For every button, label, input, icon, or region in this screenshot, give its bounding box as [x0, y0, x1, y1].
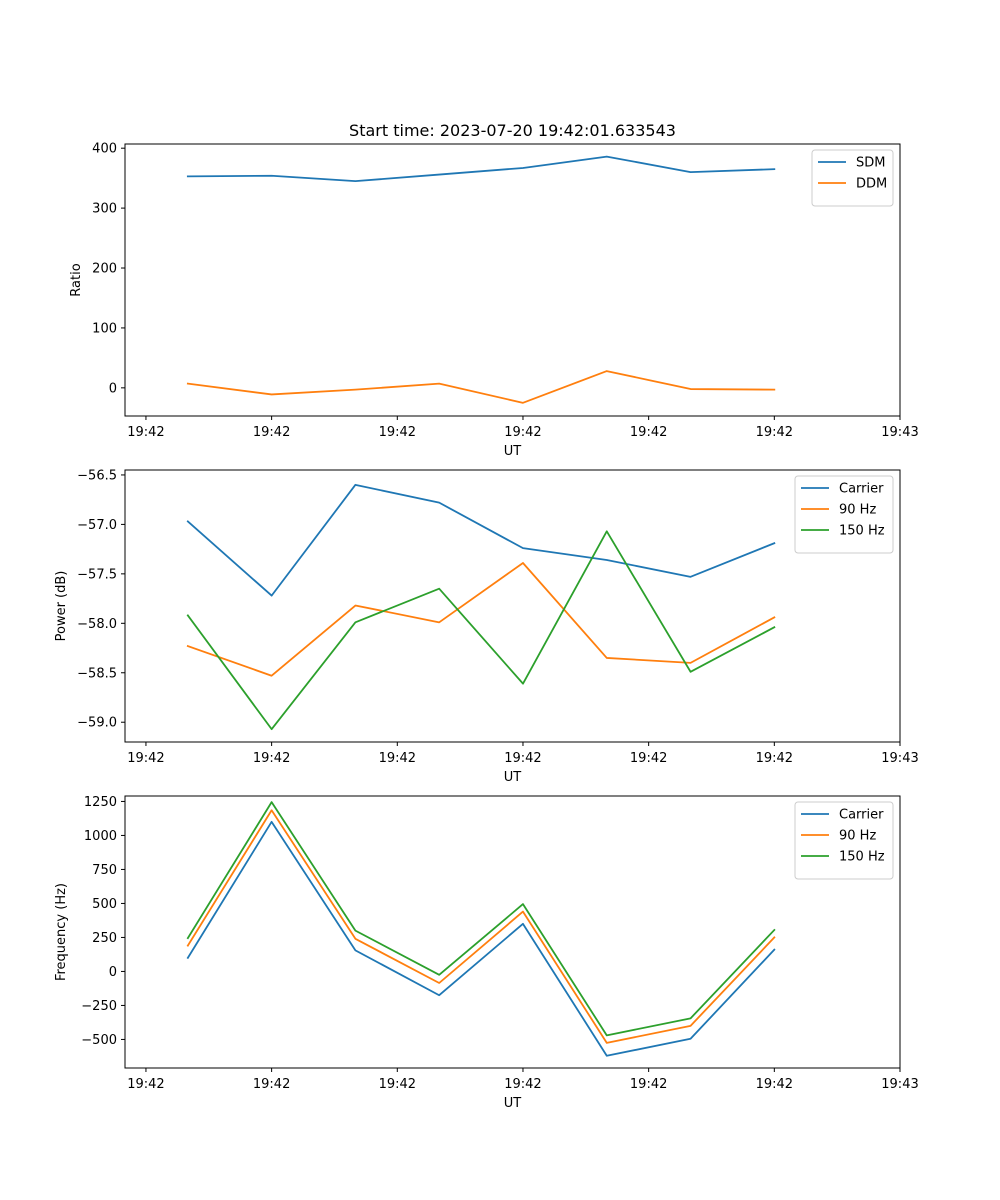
ratio-x-tick-label: 19:42 — [630, 425, 667, 440]
frequency-y-tick-label: 500 — [92, 897, 117, 912]
frequency-y-tick-label: −250 — [81, 999, 117, 1014]
power-series-line-carrier — [186, 483, 776, 597]
power-y-tick-label: −57.0 — [77, 518, 117, 533]
frequency-x-tick-label: 19:42 — [630, 1077, 667, 1092]
frequency-series-line-90-hz — [186, 809, 776, 1044]
ratio-y-axis-label: Ratio — [69, 263, 84, 296]
frequency-y-tick-label: 750 — [92, 863, 117, 878]
ratio-x-tick-label: 19:42 — [504, 425, 541, 440]
frequency-x-tick-label: 19:42 — [504, 1077, 541, 1092]
ratio-y-tick-label: 400 — [92, 142, 117, 157]
power-y-tick-label: −57.5 — [77, 567, 117, 582]
ratio-x-tick-label: 19:42 — [756, 425, 793, 440]
frequency-series-line-150-hz — [186, 801, 776, 1037]
power-x-tick-label: 19:43 — [881, 751, 918, 766]
frequency-y-tick-label: 0 — [109, 965, 117, 980]
power-axes-frame — [124, 469, 901, 743]
frequency-panel: 19:42 19:42 19:42 19:42 19:42 19:42 19:43 −500 −… — [54, 795, 919, 1111]
ratio-x-tick-label: 19:43 — [881, 425, 918, 440]
ratio-y-tick-label: 100 — [92, 321, 117, 336]
ratio-y-tick-label: 200 — [92, 262, 117, 277]
ratio-x-tick-label: 19:42 — [379, 425, 416, 440]
power-x-tick-label: 19:42 — [127, 751, 164, 766]
frequency-legend-box — [794, 801, 894, 880]
power-legend-label: Carrier — [839, 482, 884, 497]
power-x-tick-label: 19:42 — [630, 751, 667, 766]
power-legend-box — [794, 475, 894, 554]
power-x-tick-label: 19:42 — [504, 751, 541, 766]
frequency-x-tick-label: 19:42 — [756, 1077, 793, 1092]
ratio-y-tick-label: 0 — [109, 381, 117, 396]
power-x-tick-label: 19:42 — [253, 751, 290, 766]
ratio-x-tick-label: 19:42 — [127, 425, 164, 440]
frequency-x-axis-label: UT — [504, 1096, 522, 1111]
power-x-tick-label: 19:42 — [379, 751, 416, 766]
frequency-y-tick-label: 250 — [92, 931, 117, 946]
ratio-axes-frame — [124, 143, 901, 417]
power-x-tick-label: 19:42 — [756, 751, 793, 766]
frequency-y-tick-label: 1250 — [84, 795, 117, 810]
frequency-x-tick-label: 19:42 — [379, 1077, 416, 1092]
power-y-tick-label: −58.5 — [77, 666, 117, 681]
power-y-axis-label: Power (dB) — [54, 571, 69, 642]
frequency-legend-label: 150 Hz — [839, 850, 885, 865]
frequency-y-tick-label: −500 — [81, 1033, 117, 1048]
ratio-legend: SDM DDM — [811, 149, 894, 207]
frequency-x-tick-label: 19:43 — [881, 1077, 918, 1092]
power-series-line-150-hz — [186, 530, 776, 731]
power-x-axis-label: UT — [504, 770, 522, 785]
ratio-legend-label: SDM — [856, 156, 885, 171]
ratio-series-line-ddm — [186, 370, 776, 404]
frequency-y-tick-label: 1000 — [84, 829, 117, 844]
frequency-legend-label: Carrier — [839, 808, 884, 823]
frequency-y-axis-label: Frequency (Hz) — [54, 883, 69, 981]
power-y-tick-label: −58.0 — [77, 617, 117, 632]
ratio-x-tick-label: 19:42 — [253, 425, 290, 440]
power-series-line-90-hz — [186, 562, 776, 677]
power-y-tick-label: −56.5 — [77, 468, 117, 483]
power-legend-label: 90 Hz — [839, 503, 876, 518]
ratio-legend-box — [811, 149, 894, 207]
power-panel: 19:42 19:42 19:42 19:42 19:42 19:42 19:43 −59.0… — [54, 468, 919, 785]
chart-title: Start time: 2023-07-20 19:42:01.633543 — [349, 121, 676, 140]
power-legend: Carrier 90 Hz 150 Hz — [794, 475, 894, 554]
ratio-panel: 19:42 19:42 19:42 19:42 19:42 19:42 19:43 0 100 2… — [69, 142, 919, 459]
ratio-series-line-sdm — [186, 155, 776, 183]
power-legend-label: 150 Hz — [839, 524, 885, 539]
frequency-x-tick-label: 19:42 — [127, 1077, 164, 1092]
frequency-legend-label: 90 Hz — [839, 829, 876, 844]
frequency-axes-frame — [124, 795, 901, 1069]
frequency-x-tick-label: 19:42 — [253, 1077, 290, 1092]
power-y-tick-label: −59.0 — [77, 716, 117, 731]
frequency-legend: Carrier 90 Hz 150 Hz — [794, 801, 894, 880]
frequency-series-line-carrier — [186, 820, 776, 1057]
ratio-y-tick-label: 300 — [92, 202, 117, 217]
ratio-x-axis-label: UT — [504, 444, 522, 459]
ratio-legend-label: DDM — [856, 177, 887, 192]
